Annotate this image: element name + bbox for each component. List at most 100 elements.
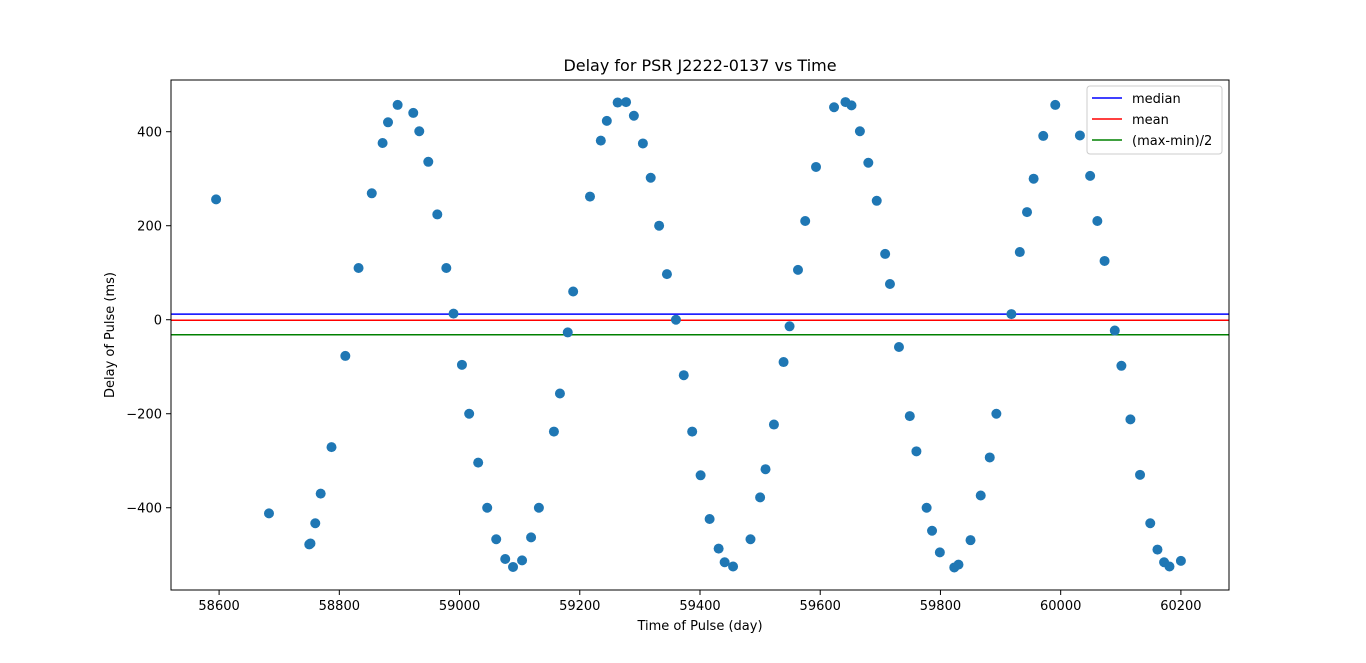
data-point — [1022, 207, 1033, 218]
data-point — [728, 561, 739, 572]
data-point — [784, 321, 795, 332]
data-point — [934, 547, 945, 558]
x-tick-label: 59400 — [679, 599, 720, 614]
data-point — [953, 559, 964, 570]
y-tick-label: −400 — [126, 502, 162, 517]
y-tick-label: 0 — [154, 314, 162, 329]
x-tick-label: 59600 — [800, 599, 841, 614]
data-point — [340, 350, 351, 361]
data-point — [432, 209, 443, 220]
data-point — [911, 446, 922, 457]
data-point — [637, 138, 648, 149]
data-point — [482, 502, 493, 513]
data-point — [353, 263, 364, 274]
data-point — [1038, 130, 1049, 141]
data-points — [211, 97, 1186, 573]
data-point — [800, 216, 811, 227]
data-point — [760, 464, 771, 475]
data-point — [695, 470, 706, 481]
x-axis: 58600 58800 59000 59200 59400 59600 59800 60000… — [198, 590, 1202, 614]
x-tick-label: 59200 — [559, 599, 600, 614]
data-point — [854, 126, 865, 137]
data-point — [755, 492, 766, 503]
legend-box — [1086, 85, 1223, 155]
data-point — [621, 97, 632, 108]
data-point — [670, 314, 681, 325]
data-point — [392, 99, 403, 110]
data-point — [554, 388, 565, 399]
data-point — [526, 532, 537, 543]
data-point — [645, 172, 656, 183]
data-point — [687, 426, 698, 437]
plot-area — [170, 79, 1230, 591]
data-point — [846, 100, 857, 111]
data-point — [975, 490, 986, 501]
x-axis-label: Time of Pulse (day) — [636, 619, 762, 634]
data-point — [1074, 130, 1085, 141]
data-point — [1152, 544, 1163, 555]
legend-entry-label: median — [1132, 92, 1181, 107]
data-point — [792, 264, 803, 275]
data-point — [414, 126, 425, 137]
data-point — [601, 115, 612, 126]
data-point — [1085, 170, 1096, 181]
data-point — [533, 502, 544, 513]
data-point — [211, 194, 222, 205]
data-point — [1135, 469, 1146, 480]
legend-entry-label: (max-min)/2 — [1132, 134, 1212, 149]
data-point — [1028, 173, 1039, 184]
data-point — [500, 553, 511, 564]
data-point — [508, 561, 519, 572]
data-point — [678, 370, 689, 381]
y-tick-label: −200 — [126, 408, 162, 423]
data-point — [921, 502, 932, 513]
data-point — [1099, 255, 1110, 266]
data-point — [768, 419, 779, 430]
data-point — [904, 411, 915, 422]
chart-title: Delay for PSR J2222-0137 vs Time — [563, 56, 836, 75]
reference-lines — [171, 313, 1229, 336]
data-point — [568, 286, 579, 297]
data-point — [661, 269, 672, 280]
data-point — [562, 327, 573, 338]
data-point — [880, 248, 891, 259]
data-point — [1175, 555, 1186, 566]
data-point — [584, 191, 595, 202]
data-point — [310, 518, 321, 529]
data-point — [713, 543, 724, 554]
data-point — [1092, 216, 1103, 227]
data-point — [315, 488, 326, 499]
data-point — [984, 452, 995, 463]
data-point — [305, 538, 316, 549]
data-point — [1164, 561, 1175, 572]
data-point — [654, 220, 665, 231]
data-point — [377, 137, 388, 148]
y-axis-label: Delay of Pulse (ms) — [103, 272, 118, 398]
x-tick-label: 58800 — [319, 599, 360, 614]
x-tick-label: 59000 — [439, 599, 480, 614]
data-point — [927, 525, 938, 536]
data-point — [965, 535, 976, 546]
data-point — [517, 555, 528, 566]
data-point — [893, 341, 904, 352]
data-point — [612, 97, 623, 108]
data-point — [704, 514, 715, 525]
legend: median mean (max-min)/2 — [1086, 85, 1223, 155]
x-tick-label: 58600 — [198, 599, 239, 614]
data-point — [326, 442, 337, 453]
data-point — [448, 308, 459, 319]
data-point — [464, 408, 475, 419]
data-point — [263, 508, 274, 519]
data-point — [441, 263, 452, 274]
data-point — [1050, 99, 1061, 110]
data-point — [811, 161, 822, 172]
data-point — [1145, 518, 1156, 529]
y-axis: −400 −200 0 200 400 — [126, 126, 171, 517]
data-point — [778, 357, 789, 368]
x-tick-label: 60200 — [1160, 599, 1201, 614]
data-point — [1109, 325, 1120, 336]
data-point — [491, 534, 502, 545]
y-tick-label: 200 — [137, 220, 162, 235]
data-point — [884, 279, 895, 289]
